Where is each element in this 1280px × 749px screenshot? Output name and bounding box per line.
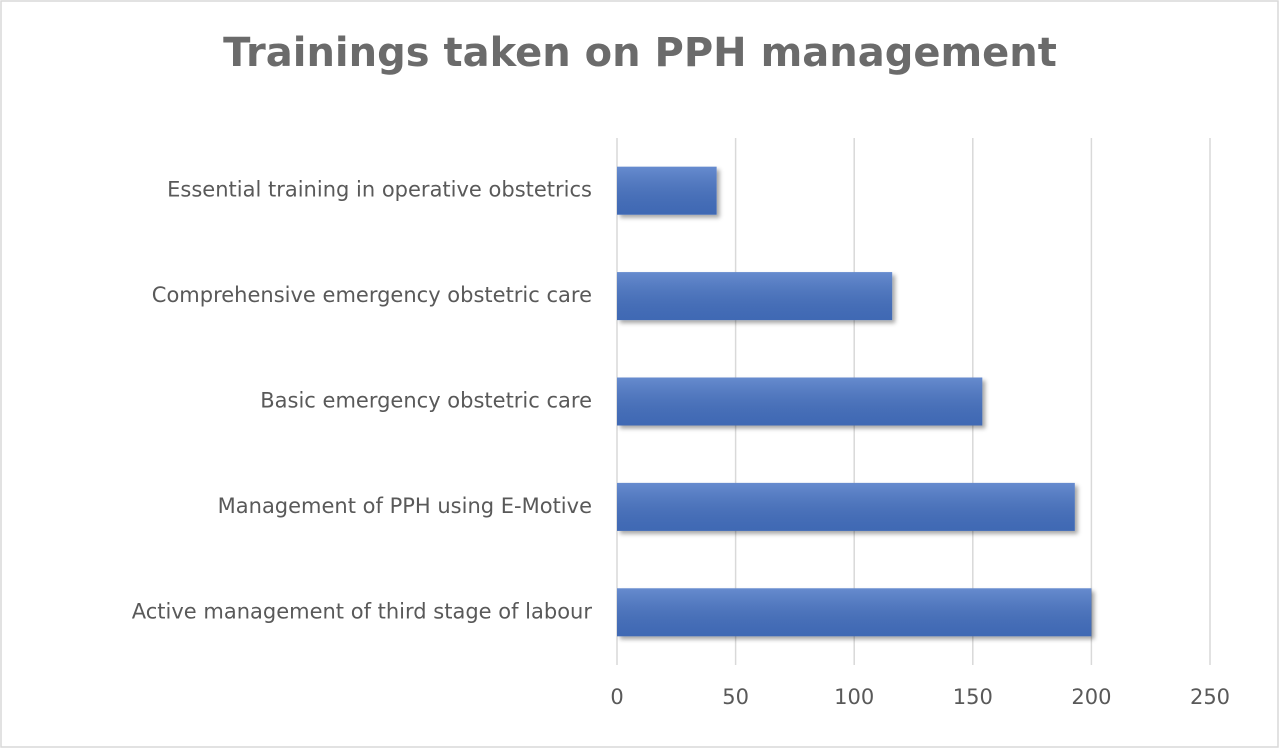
x-tick-label: 100 [834,685,874,709]
bar-shine [617,272,893,321]
bar-shine [617,588,1092,637]
x-tick-label: 150 [953,685,993,709]
bar-shine [617,166,717,215]
bar-shine [617,377,983,426]
x-tick-label: 0 [610,685,623,709]
x-tick-label: 250 [1190,685,1230,709]
y-tick-label: Management of PPH using E-Motive [218,494,592,518]
bar-shine [617,482,1075,531]
y-tick-label: Active management of third stage of labo… [132,599,593,623]
chart-title: Trainings taken on PPH management [223,30,1057,76]
x-tick-label: 50 [722,685,749,709]
x-tick-label: 200 [1071,685,1111,709]
y-tick-label: Comprehensive emergency obstetric care [152,283,592,307]
y-tick-label: Basic emergency obstetric care [260,389,592,413]
y-tick-label: Essential training in operative obstetri… [167,178,592,202]
